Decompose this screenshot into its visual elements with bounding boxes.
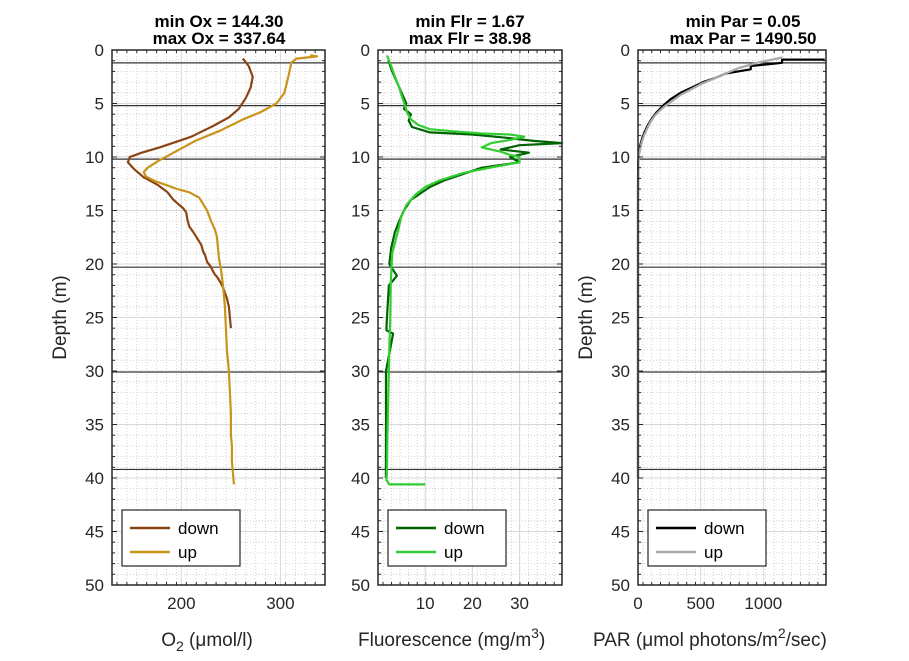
y-tick-label: 35 <box>351 416 370 435</box>
y-tick-label: 35 <box>85 416 104 435</box>
y-tick-label: 30 <box>611 362 630 381</box>
y-tick-label: 35 <box>611 416 630 435</box>
y-tick-label: 15 <box>351 202 370 221</box>
panel-title-line: max Flr = 38.98 <box>409 29 531 48</box>
y-tick-label: 30 <box>351 362 370 381</box>
legend-label: down <box>704 519 745 538</box>
x-axis-label-sup: 3 <box>531 625 539 641</box>
x-axis-label-main: Fluorescence (mg/m <box>358 630 531 651</box>
y-tick-label: 25 <box>611 309 630 328</box>
legend-label: up <box>178 543 197 562</box>
series-line-down <box>636 58 825 478</box>
y-tick-label: 25 <box>85 309 104 328</box>
series-line-up <box>385 54 526 486</box>
x-tick-label: 1000 <box>744 594 782 613</box>
panel-1: 0 5 10 15 20 25 30 35 40 45 50 200 300 min Ox = 144.3… <box>50 12 326 654</box>
panel-title-line: max Ox = 337.64 <box>153 29 286 48</box>
panel-2: 0 5 10 15 20 25 30 35 40 45 50 10 20 30 min Flr = 1.67… <box>351 12 563 651</box>
y-tick-label: 5 <box>95 95 104 114</box>
legend-label: up <box>704 543 723 562</box>
y-tick-label: 15 <box>85 202 104 221</box>
y-tick-label: 40 <box>611 469 630 488</box>
y-tick-label: 5 <box>361 95 370 114</box>
legend-box <box>121 509 241 567</box>
series-line-down <box>126 57 254 329</box>
x-tick-label: 300 <box>266 594 294 613</box>
y-tick-label: 10 <box>351 148 370 167</box>
x-tick-label: 200 <box>167 594 195 613</box>
y-tick-label: 30 <box>85 362 104 381</box>
series-line-down <box>384 60 563 479</box>
x-tick-label: 0 <box>633 594 642 613</box>
y-tick-label: 0 <box>361 41 370 60</box>
x-axis-label-main: PAR (μmol photons/m <box>593 630 778 651</box>
x-tick-label: 500 <box>686 594 714 613</box>
y-tick-label: 50 <box>85 576 104 595</box>
y-tick-label: 40 <box>351 469 370 488</box>
legend-box <box>387 509 507 567</box>
y-tick-label: 10 <box>85 148 104 167</box>
x-tick-label: 10 <box>416 594 435 613</box>
y-tick-label: 0 <box>95 41 104 60</box>
x-axis-label: PAR (μmol photons/m2/sec) <box>593 625 827 651</box>
legend-box <box>647 509 767 567</box>
x-axis-label-tail: /sec) <box>786 630 827 651</box>
y-tick-label: 50 <box>351 576 370 595</box>
y-tick-label: 45 <box>611 523 630 542</box>
x-axis-label-main: O <box>161 630 176 651</box>
y-axis-label: Depth (m) <box>50 275 71 359</box>
y-tick-label: 10 <box>611 148 630 167</box>
y-tick-label: 25 <box>351 309 370 328</box>
x-axis-label: O2 (μmol/l) <box>161 630 253 654</box>
y-tick-label: 0 <box>621 41 630 60</box>
series-line-up <box>142 54 319 485</box>
x-axis-label: Fluorescence (mg/m3) <box>358 625 545 651</box>
panel-title-line: min Ox = 144.30 <box>155 12 284 31</box>
y-tick-label: 45 <box>351 523 370 542</box>
legend-label: down <box>444 519 485 538</box>
y-tick-label: 20 <box>85 255 104 274</box>
legend-label: down <box>178 519 219 538</box>
y-tick-label: 40 <box>85 469 104 488</box>
x-tick-label: 20 <box>463 594 482 613</box>
x-axis-label-tail: ) <box>539 630 545 651</box>
legend-label: up <box>444 543 463 562</box>
y-axis-label: Depth (m) <box>576 275 597 359</box>
y-tick-label: 20 <box>611 255 630 274</box>
y-tick-label: 15 <box>611 202 630 221</box>
x-axis-label-sub: 2 <box>176 638 184 654</box>
panel-title-line: min Par = 0.05 <box>686 12 801 31</box>
x-axis-label-tail: (μmol/l) <box>184 630 253 651</box>
y-tick-label: 20 <box>351 255 370 274</box>
x-axis-label-sup: 2 <box>778 625 786 641</box>
y-tick-label: 50 <box>611 576 630 595</box>
panel-title-line: min Flr = 1.67 <box>415 12 524 31</box>
y-tick-label: 45 <box>85 523 104 542</box>
panel-title-line: max Par = 1490.50 <box>670 29 817 48</box>
y-tick-label: 5 <box>621 95 630 114</box>
x-tick-label: 30 <box>510 594 529 613</box>
